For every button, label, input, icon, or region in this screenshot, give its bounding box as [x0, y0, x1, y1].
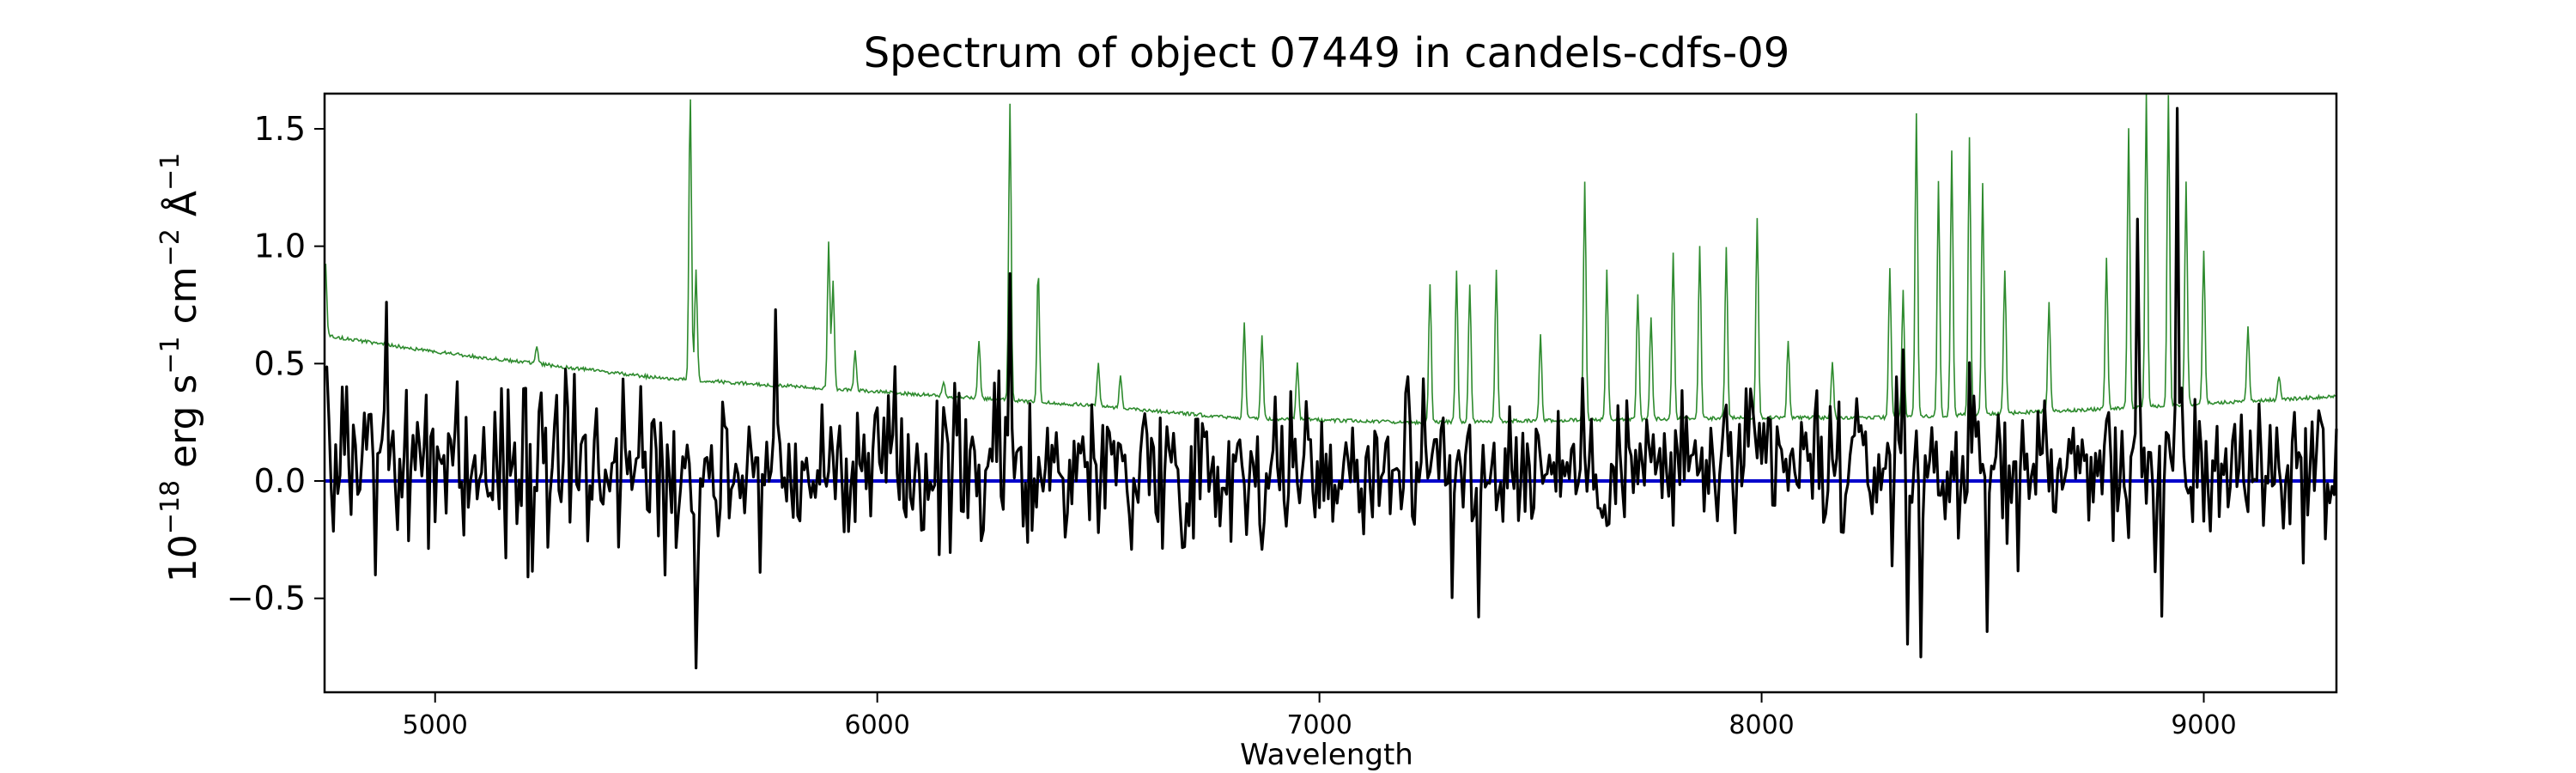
y-label-exp2: −2 — [155, 228, 185, 266]
x-tick-label: 9000 — [2171, 710, 2236, 740]
plot-frame — [323, 92, 2338, 694]
y-axis-label: 10−18 erg s−1 cm−2 Å−1 — [155, 153, 205, 582]
y-tick-label: 1.5 — [254, 110, 306, 148]
y-label-unit3: Å — [160, 191, 205, 228]
y-label-unit1: erg s — [161, 374, 205, 480]
error-spectrum-line — [324, 93, 2337, 426]
series-error-spectrum — [324, 93, 2337, 426]
x-axis-ticks: 5000 6000 7000 8000 9000 — [403, 692, 2237, 740]
series-flux-spectrum — [323, 107, 2338, 670]
x-tick-label: 6000 — [845, 710, 910, 740]
flux-spectrum-line — [323, 107, 2338, 670]
y-tick-label: 0.0 — [254, 462, 306, 500]
y-label-exp1: −1 — [155, 336, 185, 374]
y-tick-label: −0.5 — [227, 580, 306, 618]
y-label-exp: −18 — [155, 480, 185, 534]
y-label-exp3: −1 — [155, 153, 185, 191]
chart-title: Spectrum of object 07449 in candels-cdfs… — [864, 29, 1790, 77]
y-tick-label: 1.0 — [254, 228, 306, 265]
x-tick-label: 5000 — [403, 710, 468, 740]
plot-area — [323, 93, 2338, 670]
x-tick-label: 8000 — [1728, 710, 1794, 740]
y-tick-label: 0.5 — [254, 344, 306, 382]
y-axis-ticks: −0.5 0.0 0.5 1.0 1.5 — [227, 110, 325, 618]
x-tick-label: 7000 — [1286, 710, 1352, 740]
x-axis-label: Wavelength — [1240, 738, 1413, 772]
y-label-base: 10 — [161, 534, 205, 582]
y-label-unit2: cm — [161, 266, 205, 336]
